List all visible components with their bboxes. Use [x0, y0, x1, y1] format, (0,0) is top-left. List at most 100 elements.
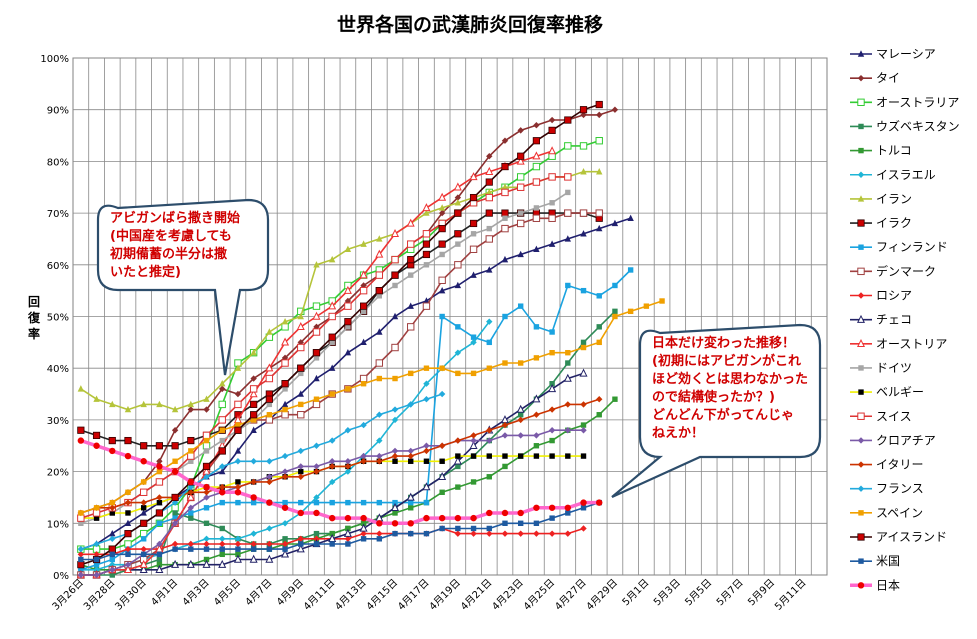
- data-point: [580, 230, 587, 237]
- x-tick-label: 4月11日: [301, 577, 337, 613]
- data-point: [156, 468, 163, 475]
- data-point: [596, 224, 603, 232]
- data-point: [219, 483, 226, 491]
- data-point: [516, 404, 525, 413]
- data-point: [580, 422, 587, 428]
- legend-label: イラク: [876, 216, 912, 230]
- legend-label: チェコ: [876, 313, 912, 327]
- data-point: [517, 127, 524, 134]
- data-point: [343, 285, 352, 294]
- data-point: [548, 406, 556, 413]
- data-point: [486, 365, 492, 371]
- data-point: [187, 478, 195, 486]
- data-point: [250, 417, 257, 423]
- data-point: [345, 541, 351, 547]
- data-point: [282, 499, 288, 506]
- data-point: [171, 520, 179, 527]
- y-tick-label: 100%: [40, 54, 69, 65]
- data-point: [233, 554, 242, 563]
- data-point: [187, 400, 195, 408]
- legend-label: フランス: [876, 482, 924, 496]
- callout-line: (中国産を考慮しても: [110, 228, 232, 244]
- data-point: [596, 293, 602, 299]
- data-point: [564, 401, 572, 408]
- data-point: [533, 205, 540, 211]
- data-point: [438, 390, 446, 398]
- data-point: [188, 458, 194, 464]
- data-point: [140, 442, 148, 450]
- data-point: [108, 545, 116, 553]
- data-point: [155, 565, 164, 574]
- data-point: [203, 520, 210, 526]
- callout-line: どんどん下がってんじゃ: [652, 407, 794, 423]
- data-point: [858, 365, 864, 371]
- data-point: [563, 373, 572, 382]
- x-tick-label: 4月3日: [180, 577, 212, 609]
- data-point: [93, 515, 100, 521]
- data-point: [250, 499, 257, 506]
- data-point: [486, 188, 493, 196]
- data-point: [391, 343, 399, 352]
- data-point: [596, 111, 603, 119]
- data-point: [532, 151, 541, 160]
- data-point: [234, 390, 242, 398]
- data-point: [156, 494, 163, 501]
- callout-line: アビガンばら撒き開始: [110, 210, 240, 226]
- data-point: [548, 126, 556, 134]
- data-point: [438, 514, 446, 522]
- data-point: [612, 308, 618, 315]
- data-point: [328, 463, 336, 470]
- annotations: アビガンばら撒き開始 (中国産を考慮しても初期備蓄の半分は撒いたと推定) 日本だけ変…: [96, 198, 822, 499]
- y-axis-label: 回復率: [27, 295, 41, 341]
- data-point: [469, 245, 478, 253]
- legend-item: オーストラリア: [850, 95, 959, 109]
- data-point: [423, 458, 430, 464]
- data-point: [548, 384, 557, 393]
- data-point: [124, 545, 132, 553]
- data-point: [580, 453, 587, 459]
- data-point: [218, 400, 226, 409]
- data-point: [470, 339, 477, 346]
- data-point: [439, 365, 445, 371]
- data-point: [298, 468, 304, 475]
- data-point: [234, 426, 242, 434]
- x-tick-label: 4月21日: [458, 577, 494, 613]
- data-point: [156, 556, 163, 563]
- data-point: [422, 203, 431, 212]
- data-point: [360, 240, 367, 247]
- callout-line: ほど効くとは思わなかった: [652, 371, 808, 387]
- data-point: [329, 530, 335, 537]
- data-point: [109, 510, 115, 516]
- x-tick-label: 4月15日: [364, 577, 400, 613]
- data-point: [439, 489, 445, 495]
- data-point: [453, 456, 462, 465]
- legend-item: 米国: [850, 554, 900, 568]
- legend-label: クロアチア: [876, 433, 936, 447]
- legend-item: デンマーク: [850, 263, 936, 278]
- data-point: [77, 571, 85, 579]
- data-point: [328, 255, 336, 263]
- data-point: [124, 452, 132, 460]
- data-point: [360, 381, 367, 387]
- data-point: [297, 473, 304, 480]
- data-point: [156, 463, 163, 470]
- data-point: [313, 535, 320, 543]
- data-point: [580, 287, 587, 294]
- data-point: [77, 385, 85, 392]
- data-point: [857, 98, 865, 106]
- data-point: [516, 173, 525, 181]
- data-point: [549, 453, 555, 459]
- data-point: [533, 443, 540, 449]
- data-point: [595, 100, 603, 109]
- data-point: [329, 499, 335, 506]
- data-point: [219, 551, 225, 558]
- data-point: [469, 172, 478, 181]
- data-point: [454, 230, 462, 238]
- data-point: [438, 276, 446, 285]
- data-point: [155, 509, 163, 517]
- data-point: [282, 406, 288, 413]
- legend-label: ドイツ: [876, 361, 912, 375]
- data-point: [470, 432, 477, 439]
- data-point: [438, 240, 446, 248]
- y-tick-label: 60%: [47, 261, 69, 272]
